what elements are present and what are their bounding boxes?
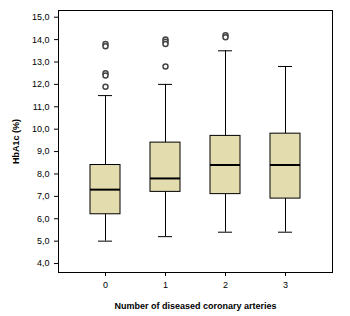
svg-text:0: 0	[103, 280, 108, 290]
svg-text:7,0: 7,0	[37, 191, 50, 201]
svg-text:12,0: 12,0	[32, 79, 50, 89]
svg-text:5,0: 5,0	[37, 236, 50, 246]
svg-text:13,0: 13,0	[32, 57, 50, 67]
svg-text:Number of diseased coronary ar: Number of diseased coronary arteries	[114, 301, 276, 311]
svg-text:3: 3	[283, 280, 288, 290]
svg-text:14,0: 14,0	[32, 34, 50, 44]
svg-text:11,0: 11,0	[33, 102, 50, 112]
svg-text:2: 2	[223, 280, 228, 290]
svg-text:15,0: 15,0	[32, 12, 50, 22]
svg-text:HbA1c (%): HbA1c (%)	[11, 119, 21, 164]
svg-text:6,0: 6,0	[37, 214, 50, 224]
svg-text:1: 1	[163, 280, 168, 290]
svg-text:4,0: 4,0	[37, 258, 50, 268]
svg-text:8,0: 8,0	[37, 169, 50, 179]
svg-text:9,0: 9,0	[37, 146, 50, 156]
svg-text:10,0: 10,0	[32, 124, 50, 134]
